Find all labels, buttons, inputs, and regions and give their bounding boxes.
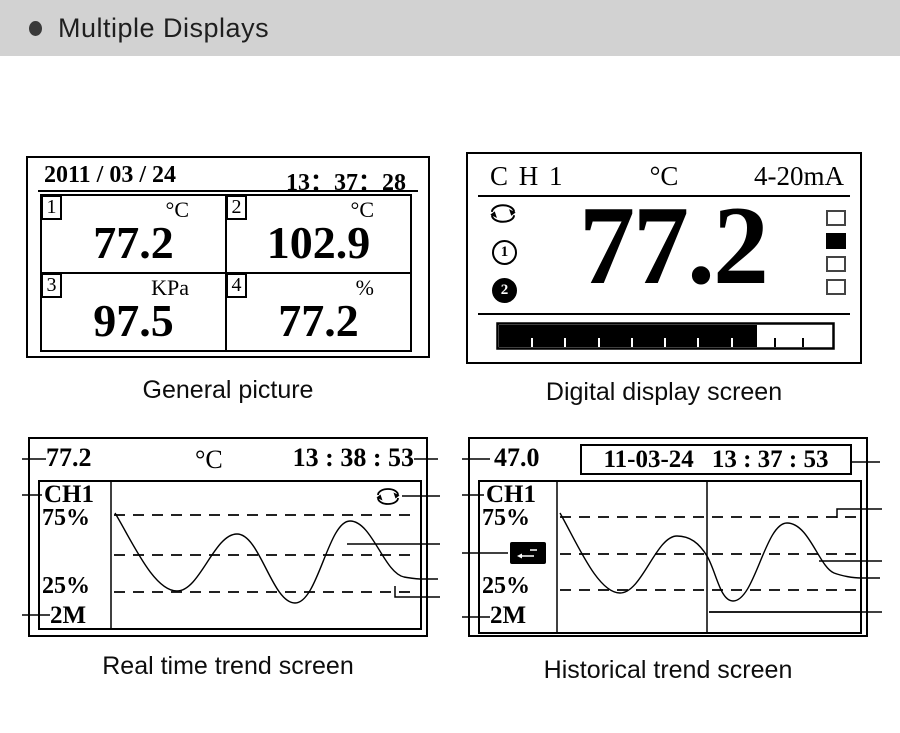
channel-cell: 3 KPa 97.5 <box>41 273 226 350</box>
section-header: Multiple Displays <box>0 0 900 56</box>
upper-scale-label: 75% <box>42 505 90 531</box>
datetime-box: 11-03-24 13 : 37 : 53 <box>580 444 852 475</box>
alarm-status-square-2 <box>826 233 846 249</box>
channel-unit: °C <box>350 197 374 222</box>
channel-number-badge: 2 <box>226 195 247 220</box>
header-divider <box>38 190 418 192</box>
channel-number-badge: 4 <box>226 273 247 298</box>
channel-value: 97.5 <box>93 295 174 346</box>
bargraph <box>496 322 835 350</box>
channel-cell: 4 % 77.2 <box>226 273 410 350</box>
scroll-key-icon <box>510 542 546 564</box>
date-label: 11-03-24 <box>603 445 694 473</box>
time-range-label: 2M <box>50 602 87 629</box>
alarm-status-square-3 <box>826 256 846 272</box>
channel-label: C H 1 <box>490 161 565 191</box>
lower-scale-label: 25% <box>482 573 530 599</box>
realtime-trend-screen: 77.2 °C 13 : 38 : 53 CH1 75% 25% 2M <box>22 437 440 637</box>
unit-label: °C <box>649 161 679 191</box>
signal-range-label: 4-20mA <box>754 161 844 191</box>
channel-cell: 1 °C 77.2 <box>41 195 226 273</box>
callout-leader-lines <box>22 458 440 616</box>
header-divider <box>478 195 850 197</box>
channel-grid: 1 °C 77.2 2 °C 102.9 3 KPa 97.5 4 % 77.2 <box>40 194 412 352</box>
channel-unit: KPa <box>151 275 189 300</box>
caption-digital-display: Digital display screen <box>545 378 783 406</box>
time-label: 13 : 37 : 53 <box>711 445 829 473</box>
lower-scale-label: 25% <box>42 573 90 599</box>
channel-number-badge: 1 <box>41 195 62 220</box>
trend-plot <box>462 458 882 634</box>
bar-divider <box>478 313 850 315</box>
callout-leader-lines <box>462 458 882 618</box>
channel-unit: °C <box>165 197 189 222</box>
alarm-status-square-1 <box>826 210 846 226</box>
section-title: Multiple Displays <box>58 12 270 43</box>
general-picture-screen: 2011 / 03 / 24 13：37：28 1 °C 77.2 2 °C 1… <box>26 156 430 358</box>
channel-value: 102.9 <box>266 217 371 268</box>
channel-label: CH1 <box>44 481 94 508</box>
historical-trend-screen: 47.0 11-03-24 13 : 37 : 53 CH1 75% 25% 2… <box>462 437 882 637</box>
channel-1-indicator: 1 <box>492 240 517 265</box>
channel-label: CH1 <box>486 481 536 508</box>
date-label: 2011 / 03 / 24 <box>44 162 177 188</box>
trend-curve <box>559 512 862 602</box>
trend-curve <box>114 512 422 604</box>
channel-number-badge: 3 <box>41 273 62 298</box>
digital-display-screen: C H 1 °C 4-20mA 1 2 77.2 <box>466 152 862 364</box>
time-range-label: 2M <box>490 602 527 629</box>
channel-unit: % <box>355 275 374 300</box>
time-label: 13 : 38 : 53 <box>292 443 414 472</box>
caption-historical-trend: Historical trend screen <box>543 656 793 684</box>
channel-2-indicator: 2 <box>492 278 517 303</box>
channel-value: 77.2 <box>278 295 359 346</box>
channel-value: 77.2 <box>93 217 174 268</box>
upper-scale-label: 75% <box>482 505 530 531</box>
caption-realtime-trend: Real time trend screen <box>102 652 354 680</box>
measured-value: 77.2 <box>579 184 769 308</box>
channel-cell: 2 °C 102.9 <box>226 195 410 273</box>
current-value-label: 77.2 <box>46 443 92 472</box>
cycle-icon <box>490 204 516 223</box>
cycle-icon <box>376 488 400 505</box>
unit-label: °C <box>195 445 223 474</box>
trend-plot <box>22 458 440 630</box>
cursor-value-label: 47.0 <box>494 443 540 472</box>
caption-general-picture: General picture <box>142 376 314 404</box>
alarm-status-square-4 <box>826 279 846 295</box>
bullet-icon <box>29 20 42 36</box>
